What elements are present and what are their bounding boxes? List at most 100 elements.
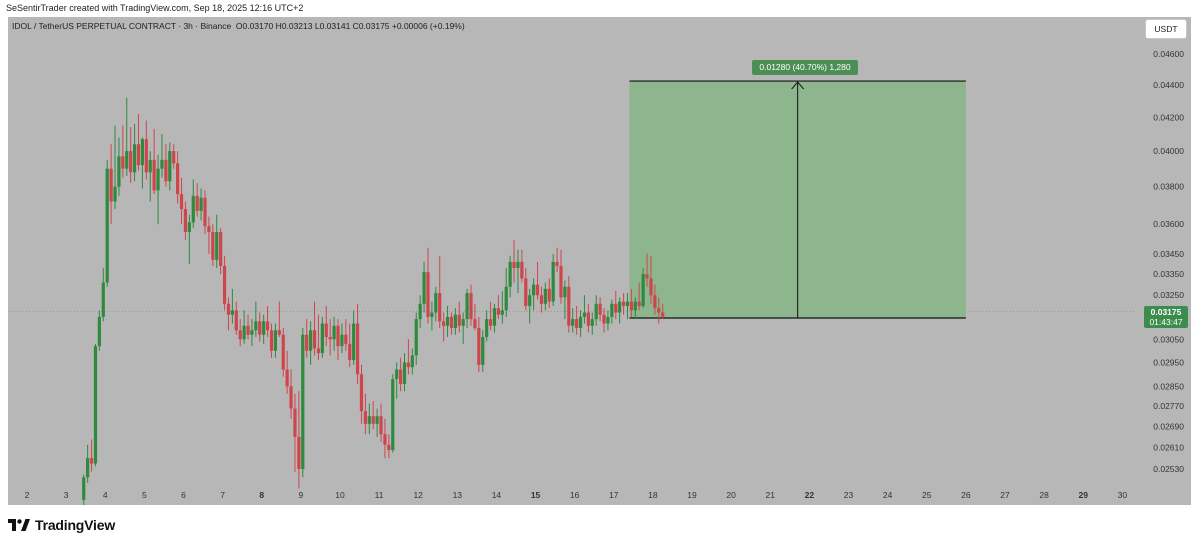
candle-body <box>207 226 211 233</box>
candle <box>391 374 395 453</box>
candle <box>430 301 434 331</box>
candle-body <box>543 288 547 304</box>
candle <box>156 154 160 225</box>
price-axis-label: 0.04200 <box>1153 112 1184 122</box>
candle-body <box>89 458 94 464</box>
candle-body <box>86 458 90 478</box>
price-axis-label: 0.04600 <box>1153 49 1184 59</box>
price-axis-label: 0.03350 <box>1153 269 1184 279</box>
candle-body <box>571 319 575 326</box>
candle-body <box>82 477 86 500</box>
price-chart[interactable]: 0.04600 0.04400 0.04200 0.04000 0.03800 0.036… <box>8 17 1191 505</box>
candle-body <box>567 286 571 326</box>
candle-body <box>246 325 250 335</box>
candle-body <box>477 328 481 365</box>
time-axis-label: 27 <box>1000 490 1010 500</box>
measure-arrow-head <box>791 81 805 90</box>
attribution-text: SeSentirTrader created with TradingView.… <box>6 3 304 13</box>
position-measure-label[interactable]: 0.01280 (40.70%) 1,280 <box>752 60 858 75</box>
candle <box>387 434 391 459</box>
time-axis-label: 12 <box>413 490 423 500</box>
candle <box>586 303 590 333</box>
candle-body <box>485 319 489 338</box>
candle <box>121 125 125 178</box>
price-axis-label: 0.02950 <box>1153 357 1184 367</box>
candle-body <box>176 163 180 195</box>
candle <box>575 305 579 335</box>
candle-body <box>590 319 594 326</box>
candle <box>183 201 188 240</box>
candle-body <box>606 316 610 324</box>
candle <box>293 393 297 472</box>
candle <box>230 288 234 324</box>
candle-body <box>305 334 309 351</box>
candle <box>590 312 594 335</box>
candle-body <box>657 308 661 313</box>
candle-body <box>332 325 336 340</box>
candle-body <box>528 295 532 306</box>
candle <box>449 312 454 335</box>
candle-body <box>281 334 285 370</box>
candle <box>477 316 481 372</box>
candle <box>363 393 367 435</box>
candle <box>305 319 309 358</box>
time-axis-label: 15 <box>531 490 541 500</box>
candle <box>254 301 258 338</box>
candle-body <box>578 316 583 329</box>
candle <box>144 120 148 180</box>
currency-button[interactable]: USDT <box>1145 19 1187 39</box>
candle <box>148 151 152 202</box>
candle-body <box>371 416 375 424</box>
candle <box>207 216 211 254</box>
candle-body <box>328 337 332 340</box>
candle-body <box>575 319 579 329</box>
candle <box>316 314 321 361</box>
candle-body <box>160 159 164 169</box>
candle-body <box>586 312 590 326</box>
tradingview-logo[interactable]: TradingView <box>8 515 115 535</box>
candle <box>250 319 254 347</box>
candle-body <box>254 321 258 331</box>
candle <box>340 323 344 354</box>
ohlc-values: O0.03170 H0.03213 L0.03141 C0.03175 +0.0… <box>235 21 465 31</box>
candle <box>348 323 352 368</box>
candle <box>621 293 626 315</box>
price-axis-label: 0.04000 <box>1153 146 1184 156</box>
price-axis-label: 0.03250 <box>1153 290 1184 300</box>
candle <box>539 286 544 313</box>
candle-body <box>203 197 207 227</box>
candle <box>82 474 86 505</box>
candle-body <box>594 303 598 320</box>
candle <box>195 183 199 217</box>
candle-body <box>312 330 317 349</box>
candle-body <box>250 330 254 335</box>
candle-body <box>434 293 438 313</box>
candle <box>453 308 457 335</box>
candle-body <box>406 362 411 368</box>
candle <box>309 321 313 365</box>
candle <box>496 295 500 320</box>
candle <box>172 144 176 169</box>
candle-body <box>277 330 281 335</box>
candle <box>528 288 532 324</box>
candle-body <box>222 265 227 304</box>
time-axis-label: 25 <box>922 490 932 500</box>
candle <box>547 278 551 309</box>
candle-body <box>199 197 203 211</box>
candle-body <box>230 310 234 315</box>
candle-body <box>136 144 141 166</box>
price-axis-label: 0.03800 <box>1153 182 1184 192</box>
candle-body <box>582 312 587 317</box>
time-axis-label: 8 <box>259 490 264 500</box>
candle-body <box>508 261 512 287</box>
time-axis-label: 23 <box>844 490 854 500</box>
candle <box>532 278 536 311</box>
candle <box>226 297 231 331</box>
candle <box>461 312 465 344</box>
price-axis-label: 0.03050 <box>1153 334 1184 344</box>
candle-body <box>152 159 156 191</box>
time-axis-label: 22 <box>805 490 815 500</box>
candle-body <box>183 208 188 233</box>
chart-pane[interactable]: 0.04600 0.04400 0.04200 0.04000 0.03800 0.036… <box>8 17 1191 505</box>
candle <box>500 290 504 324</box>
